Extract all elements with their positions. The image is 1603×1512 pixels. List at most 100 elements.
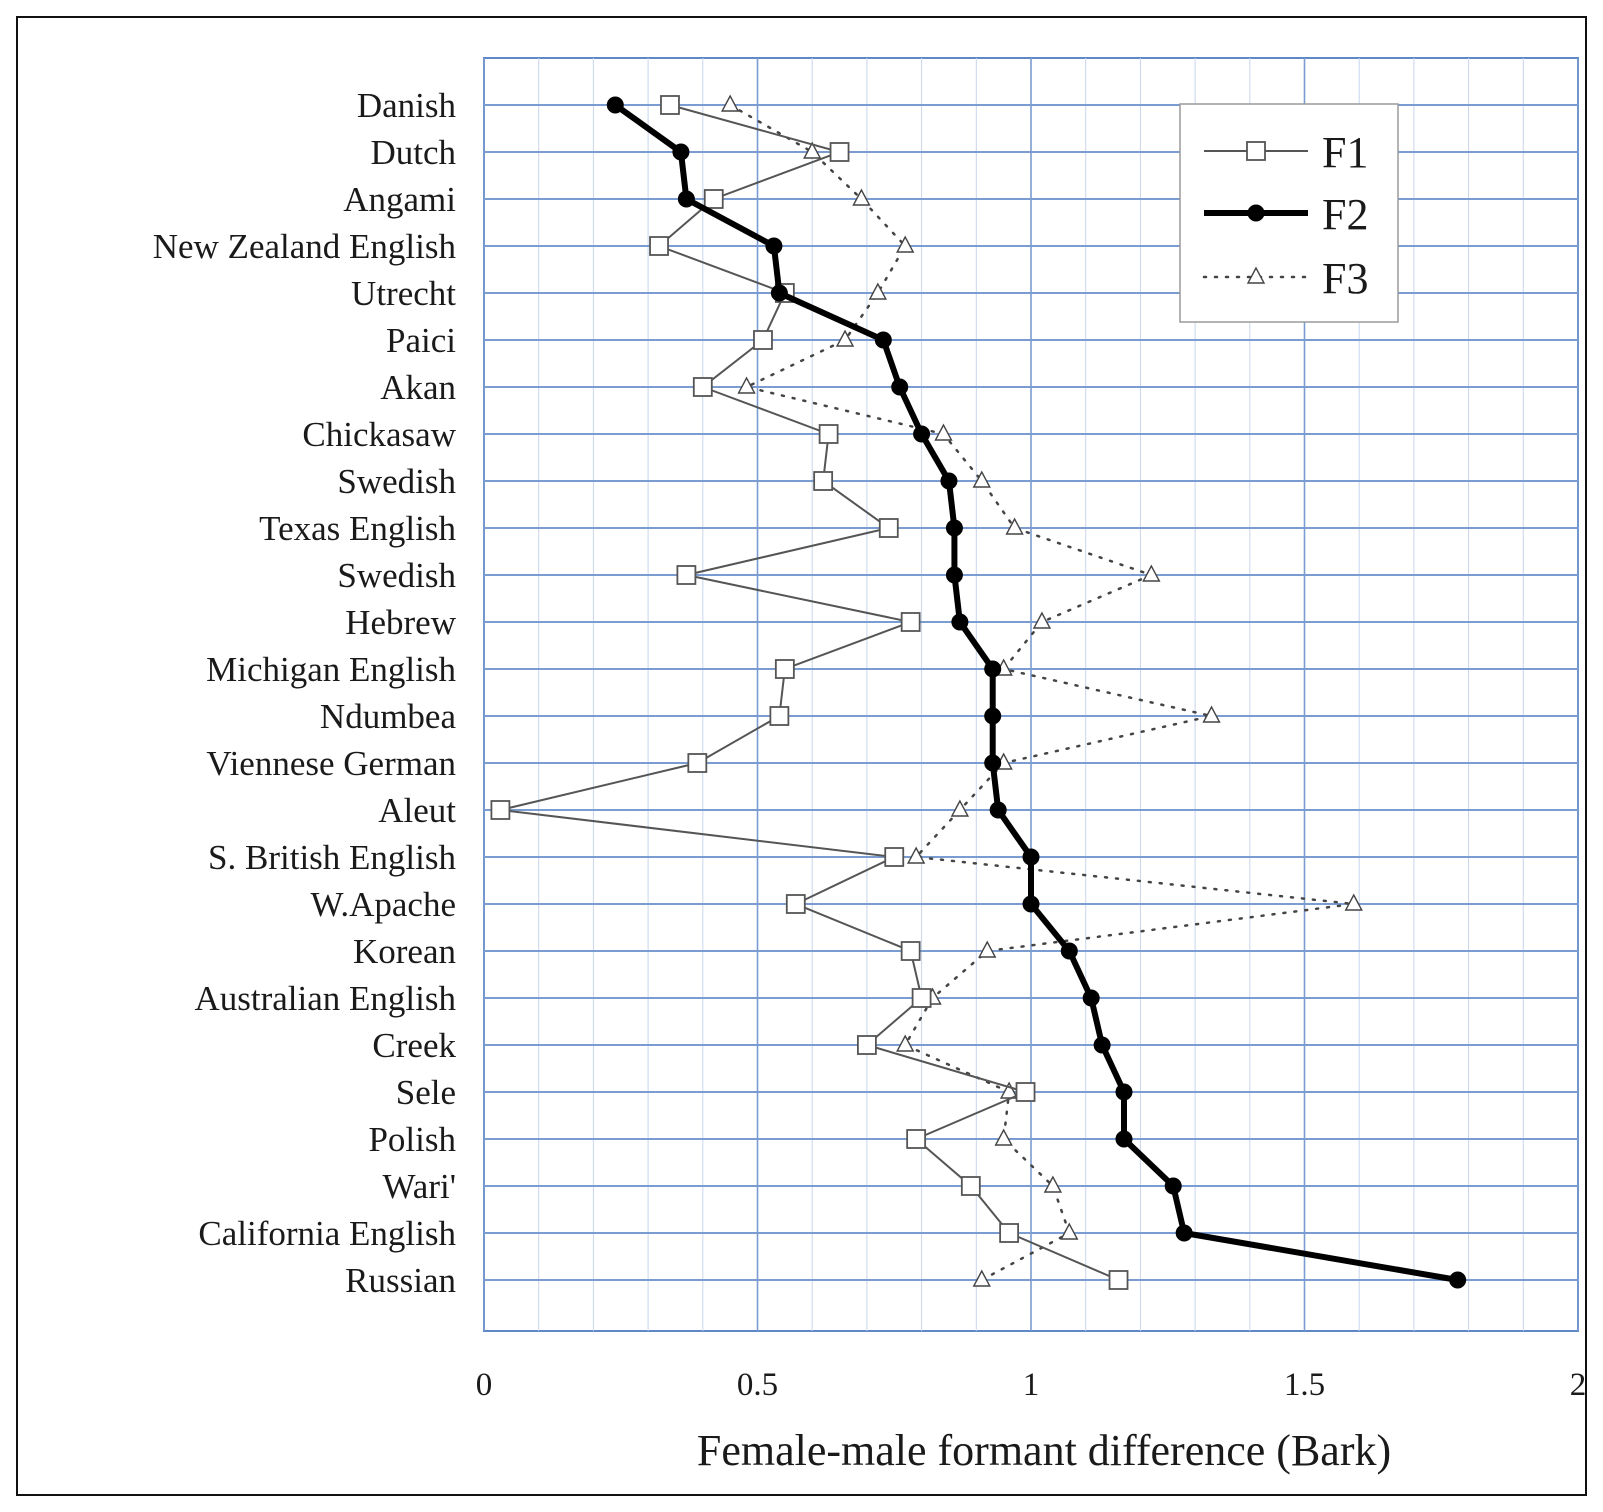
- data-point-f2: [1022, 848, 1040, 866]
- data-point-f2: [984, 660, 1002, 678]
- legend-label-f3: F3: [1322, 254, 1368, 303]
- data-point-f2: [677, 190, 695, 208]
- data-point-f2: [984, 754, 1002, 772]
- category-label: Danish: [357, 86, 457, 125]
- data-point-f1: [857, 1035, 877, 1055]
- category-label: Michigan English: [206, 650, 456, 689]
- data-point-f1: [911, 988, 932, 1008]
- x-tick-label: 2: [1570, 1367, 1587, 1403]
- data-point-f1: [692, 377, 713, 397]
- category-label: Utrecht: [351, 274, 456, 313]
- data-point-f1: [703, 189, 724, 209]
- data-point-f1: [649, 236, 669, 256]
- data-point-f2: [1164, 1177, 1182, 1195]
- data-point-f3: [972, 1269, 991, 1287]
- x-tick-label: 1.5: [1284, 1367, 1325, 1403]
- data-point-f2: [1115, 1130, 1133, 1148]
- data-point-f1: [906, 1129, 927, 1149]
- data-point-f3: [1005, 517, 1024, 535]
- category-label: New Zealand English: [153, 227, 457, 266]
- data-point-f2: [672, 143, 690, 161]
- data-point-f3: [972, 470, 991, 488]
- data-point-f2: [765, 237, 783, 255]
- series-line-f3: [728, 103, 1354, 1282]
- category-label: Swedish: [337, 556, 456, 595]
- data-point-f2: [945, 566, 963, 584]
- data-point-f3: [1060, 1222, 1079, 1240]
- data-point-f2: [770, 284, 788, 302]
- x-axis-title: Female-male formant difference (Bark): [697, 1426, 1391, 1475]
- data-point-f1: [660, 95, 680, 115]
- grid: [483, 57, 1579, 1332]
- legend-marker-f1: [1246, 141, 1266, 161]
- data-point-f3: [994, 1128, 1013, 1146]
- data-point-f1: [785, 894, 806, 914]
- category-label: Swedish: [337, 462, 456, 501]
- category-label: W.Apache: [311, 885, 456, 924]
- data-point-f1: [490, 800, 511, 820]
- data-point-f1: [999, 1223, 1020, 1243]
- category-label: Dutch: [370, 133, 456, 172]
- data-point-f2: [989, 801, 1007, 819]
- data-point-f3: [896, 1034, 915, 1052]
- data-point-f3: [1032, 611, 1052, 629]
- series-f1: [490, 95, 1129, 1290]
- data-point-f2: [874, 331, 892, 349]
- data-point-f2: [940, 472, 958, 490]
- legend: F1 F2 F3: [1179, 103, 1399, 323]
- category-label: Russian: [345, 1261, 456, 1300]
- series-line-f2: [613, 102, 1459, 1283]
- data-point-f3: [1202, 705, 1221, 723]
- labels: Danish Dutch Angami New Zealand English Utre…: [153, 86, 1587, 1403]
- category-label: Sele: [396, 1073, 456, 1112]
- data-point-f1: [878, 518, 899, 538]
- data-point-f1: [813, 471, 834, 491]
- x-tick-label: 0: [476, 1367, 493, 1403]
- data-point-f2: [1022, 895, 1040, 913]
- data-point-f3: [737, 376, 756, 394]
- data-point-f2: [984, 707, 1002, 725]
- data-point-f3: [906, 846, 926, 864]
- category-label: Wari': [383, 1167, 456, 1206]
- data-point-f3: [1344, 893, 1363, 911]
- legend-marker-f2: [1247, 204, 1265, 222]
- category-label: Akan: [380, 368, 456, 407]
- data-point-f2: [1175, 1224, 1193, 1242]
- category-label: Texas English: [259, 509, 456, 548]
- data-point-f3: [803, 141, 822, 159]
- series-f2: [606, 96, 1467, 1289]
- data-point-f3: [978, 940, 997, 958]
- x-tick-label: 0.5: [737, 1367, 778, 1403]
- category-label: Viennese German: [206, 744, 456, 783]
- legend-label-f1: F1: [1322, 128, 1368, 177]
- data-point-f1: [960, 1176, 981, 1196]
- data-point-f3: [950, 799, 970, 817]
- data-point-f1: [1108, 1270, 1129, 1290]
- data-point-f1: [774, 659, 795, 679]
- category-label: Aleut: [378, 791, 456, 830]
- data-point-f2: [945, 519, 963, 537]
- legend-marker-f3: [1246, 266, 1266, 284]
- data-point-f1: [900, 612, 921, 632]
- data-point-f2: [606, 96, 624, 114]
- data-point-f2: [891, 378, 909, 396]
- figure-frame: [16, 16, 1587, 1496]
- data-point-f1: [829, 142, 850, 162]
- data-point-f1: [818, 424, 839, 444]
- data-point-f2: [1115, 1083, 1133, 1101]
- data-point-f2: [913, 425, 931, 443]
- data-point-f1: [900, 941, 921, 961]
- data-point-f3: [1142, 564, 1161, 582]
- data-point-f1: [676, 565, 697, 585]
- data-point-f1: [1015, 1082, 1036, 1102]
- category-label: S. British English: [208, 838, 456, 877]
- data-point-f1: [753, 330, 773, 350]
- category-label: Ndumbea: [320, 697, 457, 736]
- category-label: Polish: [368, 1120, 456, 1159]
- data-point-f1: [884, 847, 905, 867]
- category-label: Australian English: [195, 979, 457, 1018]
- data-point-f3: [896, 235, 915, 253]
- category-label: Angami: [343, 180, 456, 219]
- data-point-f1: [687, 753, 708, 773]
